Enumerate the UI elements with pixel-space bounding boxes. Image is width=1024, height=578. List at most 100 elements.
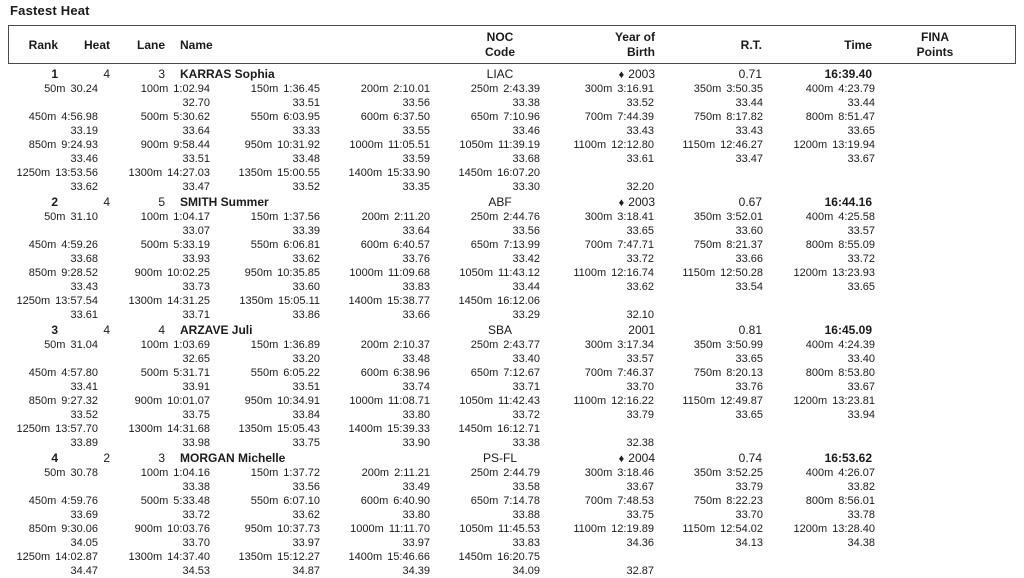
sub-split-cell: 34.47 <box>0 564 98 578</box>
split-distance-label: 300m <box>584 339 613 351</box>
sub-split-cell: 34.39 <box>320 564 430 578</box>
split-cell: 950m 10:37.73 <box>210 522 320 536</box>
header-fina-line1: FINA <box>921 29 949 44</box>
sub-split-value: 33.65 <box>735 353 763 365</box>
split-cell: 1150m 12:49.87 <box>654 394 763 408</box>
sub-split-cell: 33.51 <box>210 96 320 110</box>
sub-split-cell: 33.51 <box>210 380 320 394</box>
header-name: Name <box>180 37 213 52</box>
split-cell: 1200m 13:23.93 <box>763 266 875 280</box>
sub-split-cell: 33.57 <box>540 352 654 366</box>
sub-split-cell: 33.38 <box>430 96 540 110</box>
split-cell: 1300m 14:37.40 <box>98 550 210 564</box>
split-distance-label: 1050m <box>459 139 493 151</box>
sub-split-value: 33.43 <box>735 125 763 137</box>
split-distance-label: 950m <box>244 267 273 279</box>
split-cell: 950m 10:34.91 <box>210 394 320 408</box>
split-distance-label: 1200m <box>793 139 828 151</box>
sub-split-cell: 33.54 <box>654 280 763 294</box>
split-distance-label: 650m <box>470 239 499 251</box>
sub-split-value: 33.66 <box>402 309 430 321</box>
split-distance-label: 100m <box>140 211 169 223</box>
split-cell: 200m 2:11.21 <box>320 466 430 480</box>
sub-split-cell: 33.60 <box>210 280 320 294</box>
split-time-value: 9:27.32 <box>61 395 98 407</box>
split-cell: 600m 6:37.50 <box>320 110 430 124</box>
reaction-time-value: 0.71 <box>738 67 762 81</box>
sub-split-row: 32.70 33.51 33.56 33.38 33.52 33.44 33.44 <box>0 96 1024 110</box>
sub-split-value: 33.19 <box>70 125 98 137</box>
sub-split-value: 33.67 <box>847 381 875 393</box>
split-time-value: 15:00.55 <box>277 167 320 179</box>
split-distance-label: 1300m <box>128 295 163 307</box>
split-cell <box>763 294 875 308</box>
split-distance-label: 1350m <box>238 167 273 179</box>
sub-split-cell: 33.56 <box>210 480 320 494</box>
sub-split-value: 33.46 <box>70 153 98 165</box>
split-distance-label: 250m <box>470 339 499 351</box>
split-cell: 550m 6:07.10 <box>210 494 320 508</box>
lane-value: 3 <box>158 67 165 81</box>
split-time-value: 14:02.87 <box>55 551 98 563</box>
sub-split-cell: 33.56 <box>430 224 540 238</box>
split-time-value: 11:45.53 <box>497 523 540 535</box>
split-time-value: 16:20.75 <box>497 551 540 563</box>
split-time-value: 14:31.25 <box>167 295 210 307</box>
split-time-value: 3:50.35 <box>726 83 763 95</box>
sub-split-cell: 33.47 <box>654 152 763 166</box>
split-cell: 300m 3:17.34 <box>540 338 654 352</box>
sub-split-value: 33.72 <box>182 509 210 521</box>
split-distance-label: 1300m <box>128 551 163 563</box>
sub-split-cell: 33.86 <box>210 308 320 322</box>
split-distance-label: 200m <box>361 467 390 479</box>
split-cell: 550m 6:03.95 <box>210 110 320 124</box>
sub-split-value: 33.61 <box>70 309 98 321</box>
split-time-value: 1:36.45 <box>283 83 320 95</box>
sub-split-value: 34.36 <box>626 537 654 549</box>
sub-split-value: 33.80 <box>402 409 430 421</box>
split-cell: 850m 9:27.32 <box>0 394 98 408</box>
sub-split-cell: 33.52 <box>210 180 320 194</box>
sub-split-value: 33.90 <box>402 437 430 449</box>
split-time-value: 9:28.52 <box>61 267 98 279</box>
sub-split-cell: 33.80 <box>320 508 430 522</box>
split-time-value: 2:11.20 <box>394 211 430 223</box>
sub-split-cell: 33.62 <box>210 508 320 522</box>
swimmer-block: 4 2 3 MORGAN Michelle PS-FL ♦ 2004 0.74 16:53.62… <box>0 450 1024 578</box>
sub-split-cell: 33.72 <box>98 508 210 522</box>
split-cell: 1050m 11:42.43 <box>430 394 540 408</box>
split-distance-label: 600m <box>360 111 389 123</box>
split-cell: 1150m 12:46.27 <box>654 138 763 152</box>
split-row: 850m 9:30.06 900m 10:03.76 950m 10:37.73 1000m… <box>0 522 1024 536</box>
sub-split-cell: 33.83 <box>320 280 430 294</box>
split-time-value: 3:52.01 <box>726 211 763 223</box>
split-cell: 1350m 15:05.11 <box>210 294 320 308</box>
sub-split-value: 33.75 <box>626 509 654 521</box>
split-distance-label: 100m <box>140 83 169 95</box>
split-time-value: 1:03.69 <box>173 339 210 351</box>
split-cell: 800m 8:51.47 <box>763 110 875 124</box>
sub-split-value: 33.62 <box>626 281 654 293</box>
split-distance-label: 1000m <box>349 267 383 279</box>
sub-split-cell <box>0 480 98 494</box>
split-cell: 200m 2:11.20 <box>320 210 430 224</box>
sub-split-value: 33.44 <box>847 97 875 109</box>
year-of-birth-value: ♦ 2004 <box>540 450 655 466</box>
junior-diamond-icon: ♦ <box>618 453 625 465</box>
sub-split-value: 33.55 <box>402 125 430 137</box>
split-time-value: 6:06.81 <box>283 239 320 251</box>
sub-split-value: 33.86 <box>292 309 320 321</box>
sub-split-value: 33.58 <box>512 481 540 493</box>
sub-split-value: 33.44 <box>735 97 763 109</box>
split-cell: 1250m 13:53.56 <box>0 166 98 180</box>
sub-split-value: 33.74 <box>402 381 430 393</box>
sub-split-value: 34.09 <box>512 565 540 577</box>
split-distance-label: 150m <box>250 83 279 95</box>
sub-split-value: 33.82 <box>847 481 875 493</box>
sub-split-value: 33.70 <box>735 509 763 521</box>
sub-split-cell: 32.20 <box>540 180 654 194</box>
sub-split-cell: 33.75 <box>540 508 654 522</box>
split-time-value: 6:38.96 <box>393 367 430 379</box>
sub-split-cell <box>0 96 98 110</box>
sub-split-cell: 33.75 <box>98 408 210 422</box>
